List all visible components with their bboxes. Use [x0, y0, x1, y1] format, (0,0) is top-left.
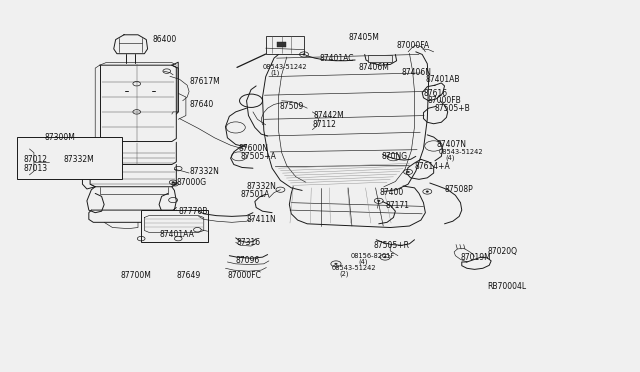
Text: 87411N: 87411N	[246, 215, 276, 224]
Bar	[276, 42, 286, 47]
Text: 870NG: 870NG	[382, 152, 408, 161]
Text: 87405M: 87405M	[349, 33, 380, 42]
Text: 87332N: 87332N	[189, 167, 219, 176]
Text: (4): (4)	[446, 155, 455, 161]
Text: (1): (1)	[270, 69, 280, 76]
Text: 87020Q: 87020Q	[487, 247, 517, 256]
Text: 87505+B: 87505+B	[435, 105, 470, 113]
Circle shape	[378, 200, 380, 202]
Text: 87013: 87013	[23, 164, 47, 173]
Text: 87614+A: 87614+A	[415, 162, 451, 171]
Text: 87600N: 87600N	[239, 144, 269, 153]
Text: 87616: 87616	[424, 89, 447, 98]
Text: 87012: 87012	[23, 155, 47, 164]
Text: 87400: 87400	[380, 188, 404, 197]
Text: 86400: 86400	[153, 35, 177, 44]
Text: 87770B: 87770B	[178, 208, 207, 217]
Bar	[368, 55, 392, 62]
Text: 87000FA: 87000FA	[397, 41, 429, 51]
Text: 08543-51242: 08543-51242	[262, 64, 307, 70]
Bar	[141, 210, 208, 241]
Bar	[17, 137, 122, 179]
Text: 87505+A: 87505+A	[241, 152, 276, 161]
Circle shape	[426, 191, 429, 192]
Text: 08156-8201F: 08156-8201F	[351, 253, 395, 259]
Text: 87096: 87096	[235, 256, 259, 265]
Text: 87019M: 87019M	[461, 253, 492, 262]
Text: (4): (4)	[358, 259, 368, 265]
Text: 87407N: 87407N	[437, 140, 467, 149]
Circle shape	[384, 256, 387, 258]
Text: 87505+R: 87505+R	[373, 241, 409, 250]
Text: 87508P: 87508P	[445, 185, 473, 194]
Text: 87171: 87171	[386, 201, 410, 210]
Text: 87401AB: 87401AB	[426, 75, 460, 84]
Text: RB70004L: RB70004L	[487, 282, 527, 291]
Text: 87406M: 87406M	[358, 63, 389, 72]
Text: 87617M: 87617M	[189, 77, 220, 86]
Text: 87332M: 87332M	[63, 155, 94, 164]
Text: 87332N: 87332N	[246, 182, 276, 191]
Text: 87700M: 87700M	[121, 271, 152, 280]
Text: 08543-51242: 08543-51242	[438, 149, 483, 155]
Circle shape	[173, 183, 176, 185]
Text: 08543-51242: 08543-51242	[332, 265, 376, 271]
Text: 87501A: 87501A	[240, 190, 269, 199]
Circle shape	[335, 263, 337, 264]
Text: 87442M: 87442M	[314, 111, 344, 120]
Text: 87406N: 87406N	[401, 68, 431, 77]
Text: 87509: 87509	[280, 102, 304, 111]
Text: 87300M: 87300M	[44, 133, 75, 142]
Circle shape	[303, 54, 305, 55]
Circle shape	[172, 182, 174, 183]
Text: (2): (2)	[339, 271, 349, 278]
Text: 87649: 87649	[177, 271, 201, 280]
Text: 87000G: 87000G	[176, 178, 207, 187]
Text: 87000FC: 87000FC	[227, 271, 261, 280]
Bar	[266, 36, 304, 54]
Text: 87316: 87316	[237, 238, 261, 247]
Text: 87401AA: 87401AA	[159, 230, 194, 240]
Text: 87112: 87112	[312, 120, 336, 129]
Text: 87640: 87640	[189, 100, 213, 109]
Text: 87401AC: 87401AC	[320, 54, 355, 63]
Text: 87000FB: 87000FB	[428, 96, 461, 105]
Circle shape	[407, 171, 410, 173]
